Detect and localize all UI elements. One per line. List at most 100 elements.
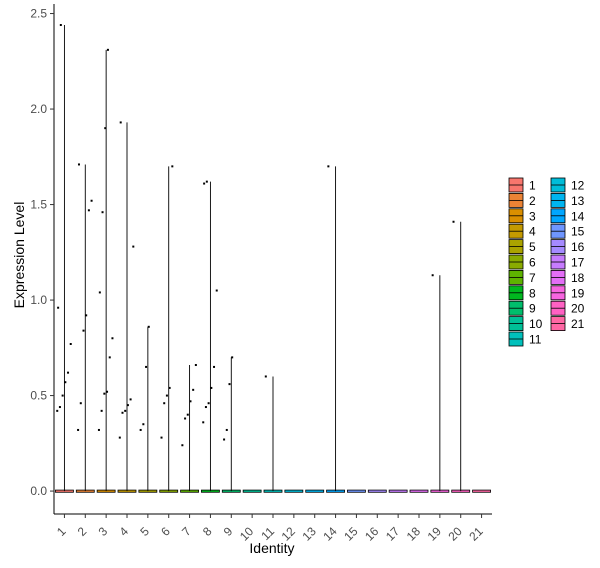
legend-label-19: 19	[571, 286, 585, 300]
legend-label-13: 13	[571, 194, 585, 208]
data-point	[106, 390, 109, 393]
data-point	[264, 375, 267, 378]
x-tick-label: 20	[445, 524, 465, 544]
y-tick-label: 2.5	[30, 7, 47, 21]
violin-18	[409, 489, 429, 493]
data-point	[225, 428, 228, 431]
data-point	[132, 245, 135, 248]
data-point	[77, 163, 80, 166]
data-point	[203, 182, 206, 185]
x-tick-label: 5	[137, 524, 152, 539]
data-point	[207, 402, 210, 405]
data-point	[205, 180, 208, 183]
legend-label-6: 6	[529, 256, 536, 270]
legend-label-16: 16	[571, 240, 585, 254]
x-tick-label: 1	[54, 524, 69, 539]
data-point	[168, 386, 171, 389]
x-tick-label: 17	[383, 524, 403, 544]
data-point	[165, 394, 168, 397]
data-point	[431, 274, 434, 277]
x-axis-title: Identity	[249, 540, 294, 556]
x-tick-label: 15	[341, 524, 361, 544]
data-point	[69, 343, 72, 345]
x-tick-label: 21	[466, 524, 486, 544]
legend-label-9: 9	[529, 302, 536, 316]
x-tick-label: 2	[75, 524, 90, 539]
data-point	[104, 127, 107, 130]
data-point	[231, 356, 234, 359]
y-axis-title: Expression Level	[11, 202, 27, 309]
legend-label-14: 14	[571, 209, 585, 223]
data-point	[181, 444, 184, 447]
data-point	[145, 365, 148, 368]
violin-10	[242, 489, 262, 493]
data-point	[121, 411, 124, 414]
y-tick-label: 2.0	[30, 102, 47, 116]
data-point	[228, 383, 231, 386]
data-point	[160, 436, 163, 439]
data-point	[210, 386, 213, 389]
y-tick-label: 1.0	[30, 293, 47, 307]
x-tick-label: 6	[158, 524, 173, 539]
data-point	[56, 409, 59, 412]
data-point	[204, 406, 207, 409]
data-point	[184, 417, 187, 420]
data-point	[58, 406, 61, 409]
violin-17	[388, 489, 408, 493]
data-point	[452, 220, 455, 223]
y-tick-label: 1.5	[30, 198, 47, 212]
legend-label-12: 12	[571, 179, 585, 193]
x-tick-label: 3	[96, 524, 111, 539]
data-point	[57, 306, 60, 309]
data-point	[100, 409, 103, 412]
data-point	[87, 209, 90, 212]
y-tick-label: 0.0	[30, 484, 47, 498]
data-point	[139, 428, 142, 431]
data-point	[111, 337, 114, 340]
legend-label-11: 11	[529, 333, 542, 347]
legend-label-18: 18	[571, 271, 585, 285]
data-point	[142, 423, 145, 426]
x-tick-label: 19	[425, 524, 445, 544]
data-point	[126, 404, 129, 407]
data-point	[119, 121, 122, 124]
legend-label-17: 17	[571, 256, 585, 270]
data-point	[194, 364, 197, 367]
legend-label-2: 2	[529, 194, 536, 208]
legend-label-10: 10	[529, 317, 543, 331]
data-point	[147, 325, 150, 328]
data-point	[129, 398, 132, 401]
violin-12	[284, 489, 304, 493]
data-point	[59, 24, 62, 27]
data-point	[202, 421, 205, 424]
legend-label-8: 8	[529, 286, 536, 300]
legend-label-20: 20	[571, 302, 585, 316]
data-point	[192, 388, 195, 391]
legend-label-1: 1	[529, 179, 536, 193]
violin-16	[367, 489, 387, 493]
data-point	[67, 371, 70, 374]
data-point	[82, 329, 85, 332]
data-point	[118, 436, 121, 439]
violin-13	[305, 489, 325, 493]
y-tick-label: 0.5	[30, 389, 47, 403]
data-point	[106, 48, 109, 51]
data-point	[327, 165, 330, 168]
data-point	[103, 392, 106, 395]
data-point	[189, 400, 192, 403]
data-point	[64, 381, 67, 384]
data-point	[101, 211, 104, 214]
data-point	[124, 409, 127, 412]
data-point	[108, 356, 111, 359]
data-point	[97, 428, 100, 431]
x-tick-label: 13	[299, 524, 319, 544]
data-point	[223, 438, 226, 441]
legend-label-4: 4	[529, 225, 536, 239]
data-point	[171, 165, 174, 168]
legend-label-21: 21	[571, 317, 585, 331]
legend-label-7: 7	[529, 271, 536, 285]
x-tick-label: 18	[404, 524, 424, 544]
x-tick-label: 8	[200, 524, 215, 539]
